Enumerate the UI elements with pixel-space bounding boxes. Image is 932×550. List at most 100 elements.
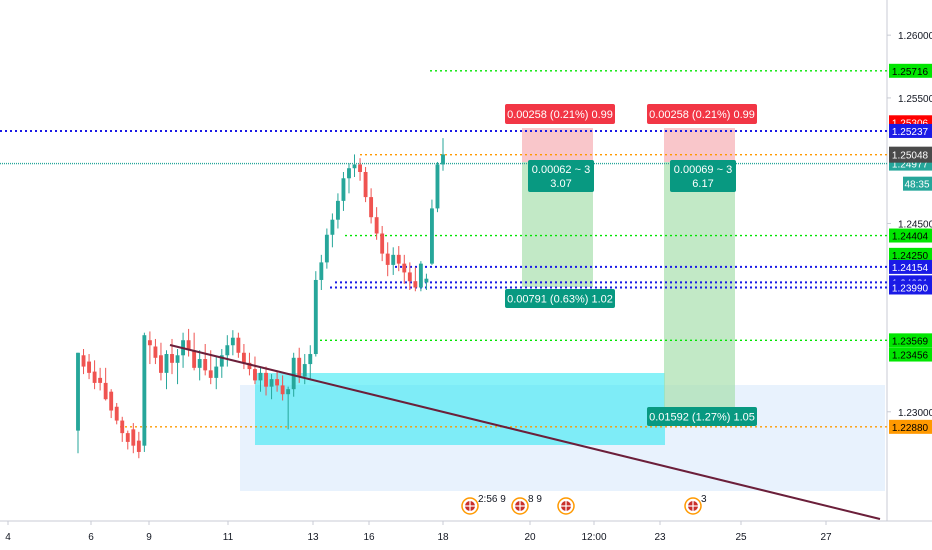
event-marker[interactable]: 2:56 9 <box>462 494 506 514</box>
x-tick-label: 18 <box>437 532 449 543</box>
candle <box>253 357 257 385</box>
candle-body <box>342 178 346 201</box>
candle-body <box>126 433 130 442</box>
position-label: 0.00791 (0.63%) 1.02 <box>505 289 615 308</box>
candle-body <box>380 234 384 254</box>
candle-body <box>408 272 412 281</box>
candle-body <box>225 345 229 355</box>
stop-zone-2[interactable] <box>664 128 735 162</box>
price-tag-text: 1.24154 <box>892 263 929 274</box>
x-tick-label: 20 <box>524 532 536 543</box>
candle-body <box>375 217 379 233</box>
target-zone-2[interactable] <box>664 162 735 407</box>
x-axis-ticks: 4 6 9 11 13 16 18 20 12:00 23 25 27 <box>5 521 832 543</box>
event-marker[interactable]: 3 <box>685 494 707 514</box>
candle-body <box>82 355 86 366</box>
candle-body <box>209 370 213 378</box>
candle-body <box>297 358 301 377</box>
y-tick-label: 1.26000 <box>898 31 932 42</box>
candle <box>214 357 218 390</box>
x-tick-label: 23 <box>654 532 666 543</box>
candle <box>159 343 163 381</box>
price-tags: 1.257161.253061.252371.249771.244041.242… <box>889 64 932 434</box>
current-price-text: 1.25048 <box>892 151 929 162</box>
candle <box>402 255 406 284</box>
candle <box>236 333 240 358</box>
y-tick-label: 1.23000 <box>898 408 932 419</box>
candle <box>436 162 440 212</box>
candle-body <box>413 281 417 287</box>
candle <box>131 423 135 453</box>
stop-zone-1[interactable] <box>522 128 593 162</box>
candle-body <box>192 350 196 368</box>
candle <box>369 188 373 223</box>
candle-body <box>430 208 434 263</box>
candle <box>342 172 346 211</box>
candle-body <box>93 372 97 383</box>
candle <box>242 344 246 369</box>
candle-body <box>441 154 445 164</box>
candle-body <box>369 197 373 217</box>
event-marker-label: 2:56 9 <box>478 494 506 505</box>
x-tick-label: 9 <box>146 532 152 543</box>
event-marker[interactable]: 8 9 <box>512 494 542 514</box>
candle-body <box>402 264 406 273</box>
price-tag-text: 1.23569 <box>892 336 929 347</box>
demand-zone-cyan[interactable] <box>255 373 665 445</box>
price-tag-text: 1.22880 <box>892 423 929 434</box>
candle <box>330 213 334 247</box>
candle <box>76 353 80 453</box>
candle-body <box>131 429 135 445</box>
price-tag: 1.24404 <box>889 229 932 243</box>
x-tick-label: 4 <box>5 532 11 543</box>
position-label: 0.00258 (0.21%) 0.99 <box>647 104 757 124</box>
candle-body <box>391 255 395 265</box>
candle-body <box>98 378 102 383</box>
candle-body <box>286 389 290 394</box>
candle-body <box>386 254 390 265</box>
candle-body <box>236 338 240 353</box>
candle-body <box>104 383 108 399</box>
x-tick-label: 13 <box>307 532 319 543</box>
candle-body <box>198 359 202 368</box>
candle <box>142 333 146 452</box>
candle-body <box>115 407 119 421</box>
candle <box>187 329 191 357</box>
candle-body <box>214 367 218 378</box>
candle-body <box>120 421 124 434</box>
candle <box>115 403 119 424</box>
candle-body <box>330 220 334 235</box>
candle <box>165 350 169 389</box>
candle-body <box>353 164 357 168</box>
candle-body <box>397 255 401 264</box>
candle <box>380 226 384 261</box>
candle <box>419 261 423 291</box>
candle-body <box>281 385 285 394</box>
event-markers[interactable]: 2:56 9 8 9 3 <box>462 494 707 514</box>
event-marker-label: 3 <box>701 494 707 505</box>
candle <box>353 154 357 177</box>
candle <box>153 339 157 364</box>
candle-body <box>308 354 312 364</box>
candle <box>198 350 202 380</box>
candle <box>120 417 124 442</box>
position-label: 0.00069 ~ 36.17 <box>670 160 736 192</box>
candle-body <box>264 373 268 387</box>
candle-body <box>275 379 279 385</box>
candle <box>231 330 235 355</box>
position-label: 0.00258 (0.21%) 0.99 <box>505 104 615 124</box>
event-marker[interactable] <box>558 498 574 514</box>
countdown-text: 48:35 <box>904 180 929 191</box>
candle-body <box>325 235 329 263</box>
candle <box>319 255 323 290</box>
price-tag: 1.23456 <box>889 348 932 362</box>
candle-body <box>358 164 362 172</box>
x-tick-label: 11 <box>223 532 234 543</box>
x-tick-label: 27 <box>820 532 832 543</box>
candle <box>87 354 91 379</box>
candle-body <box>170 354 174 363</box>
position-label-line1: 0.00069 ~ 3 <box>674 164 732 176</box>
candle <box>386 242 390 276</box>
candle <box>148 331 152 364</box>
